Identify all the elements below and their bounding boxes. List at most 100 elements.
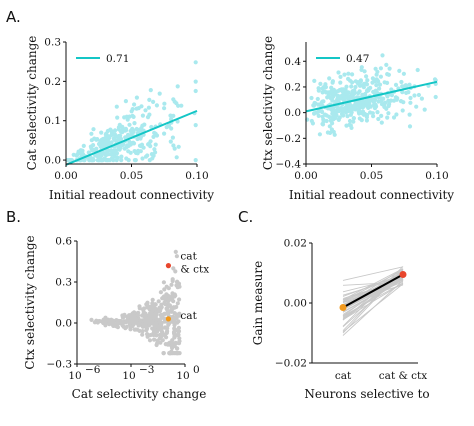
scatter-point bbox=[124, 135, 129, 140]
y-axis-label: Cat selectivity change bbox=[25, 36, 39, 171]
scatter-point bbox=[160, 330, 165, 335]
scatter-point bbox=[335, 106, 341, 111]
scatter-point bbox=[159, 305, 164, 310]
scatter-point bbox=[89, 317, 94, 322]
scatter-point bbox=[140, 324, 145, 329]
scatter-point bbox=[91, 127, 96, 132]
scatter-point bbox=[138, 136, 143, 141]
scatter-point bbox=[166, 298, 171, 304]
scatter-point bbox=[176, 144, 181, 149]
scatter-point bbox=[342, 72, 347, 77]
scatter-point bbox=[162, 106, 167, 111]
scatter-point bbox=[329, 85, 334, 90]
scatter-point bbox=[155, 338, 160, 343]
scatter-point bbox=[78, 148, 83, 153]
y-tick-label: 0.02 bbox=[284, 238, 307, 250]
scatter-point bbox=[146, 105, 151, 110]
scatter-point bbox=[387, 66, 392, 71]
scatter-point bbox=[347, 122, 352, 127]
scatter-point bbox=[134, 126, 139, 132]
mean-line bbox=[342, 273, 404, 309]
scatter-point bbox=[345, 114, 350, 119]
scatter-point bbox=[124, 156, 129, 161]
y-tick-label: −0.4 bbox=[276, 159, 302, 171]
scatter-point bbox=[311, 103, 316, 108]
scatter-point bbox=[152, 337, 157, 342]
legend-label: 0.71 bbox=[106, 53, 129, 65]
scatter-point bbox=[172, 328, 177, 334]
scatter-point bbox=[365, 78, 370, 83]
scatter-point bbox=[351, 116, 356, 121]
scatter-point bbox=[169, 282, 174, 287]
x-tick-exponent: −3 bbox=[139, 364, 154, 376]
scatter-point bbox=[394, 112, 399, 117]
scatter-point bbox=[414, 104, 419, 109]
scatter-point bbox=[94, 153, 99, 158]
scatter-point bbox=[156, 327, 161, 332]
scatter-point bbox=[361, 112, 366, 117]
scatter-point bbox=[432, 77, 438, 82]
scatter-point bbox=[68, 158, 73, 163]
scatter-point bbox=[400, 90, 405, 95]
scatter-point bbox=[327, 76, 332, 81]
scatter-point bbox=[385, 115, 390, 120]
x-tick-label: 0.00 bbox=[54, 170, 77, 182]
scatter-point bbox=[86, 150, 91, 155]
scatter-point bbox=[160, 315, 165, 320]
scatter-point bbox=[419, 96, 424, 101]
scatter-point bbox=[433, 94, 438, 100]
scatter-point bbox=[97, 319, 102, 324]
scatter-point bbox=[375, 69, 380, 74]
scatter-point bbox=[90, 158, 95, 163]
panel-a-left-chart: 0.00 0.05 0.10 0.0 0.1 0.2 0.3 0.71 Initial read… bbox=[25, 36, 214, 202]
scatter-point bbox=[92, 320, 97, 325]
y-tick-label: −0.02 bbox=[275, 358, 307, 370]
scatter-point bbox=[364, 74, 369, 79]
scatter-point bbox=[118, 129, 124, 134]
scatter-point bbox=[133, 327, 138, 332]
scatter-point bbox=[130, 319, 135, 324]
scatter-point bbox=[151, 153, 156, 158]
scatter-point bbox=[151, 332, 156, 337]
scatter-point bbox=[117, 122, 122, 127]
highlight-point bbox=[165, 263, 172, 269]
scatter-point bbox=[331, 129, 336, 135]
individual-line bbox=[342, 281, 404, 286]
scatter-point bbox=[401, 71, 406, 76]
scatter-point bbox=[370, 76, 375, 81]
scatter-point bbox=[349, 125, 354, 130]
scatter-point bbox=[370, 80, 375, 85]
y-tick-label: 0.4 bbox=[284, 56, 301, 68]
scatter-point bbox=[399, 79, 404, 85]
scatter-point bbox=[152, 147, 157, 152]
scatter-point bbox=[329, 95, 334, 100]
scatter-point bbox=[386, 99, 391, 104]
scatter-point bbox=[104, 158, 109, 163]
scatter-point bbox=[153, 302, 158, 307]
scatter-point bbox=[156, 299, 161, 304]
scatter-point bbox=[391, 115, 397, 120]
scatter-point bbox=[338, 96, 343, 101]
scatter-point bbox=[340, 106, 345, 111]
x-axis-label: Initial readout connectivity bbox=[49, 188, 214, 202]
scatter-point bbox=[138, 318, 143, 323]
scatter-point bbox=[99, 145, 104, 150]
scatter-point bbox=[336, 70, 341, 75]
scatter-point bbox=[416, 92, 421, 98]
panel-c-chart: −0.02 0.00 0.02 cat cat & ctx Neurons selecti… bbox=[251, 238, 430, 402]
scatter-point bbox=[156, 308, 161, 313]
scatter-point bbox=[368, 104, 373, 109]
scatter-point bbox=[148, 320, 153, 325]
scatter-point bbox=[91, 143, 96, 148]
scatter-point bbox=[323, 82, 328, 87]
scatter-point bbox=[118, 133, 123, 138]
scatter-point bbox=[341, 98, 347, 103]
scatter-point bbox=[377, 82, 383, 87]
scatter-point bbox=[131, 114, 136, 119]
scatter-point bbox=[140, 113, 145, 118]
scatter-point bbox=[380, 53, 385, 58]
x-tick-label: 0.05 bbox=[360, 170, 383, 182]
scatter-point bbox=[81, 143, 86, 148]
scatter-point bbox=[384, 106, 389, 111]
scatter-point bbox=[407, 82, 412, 87]
